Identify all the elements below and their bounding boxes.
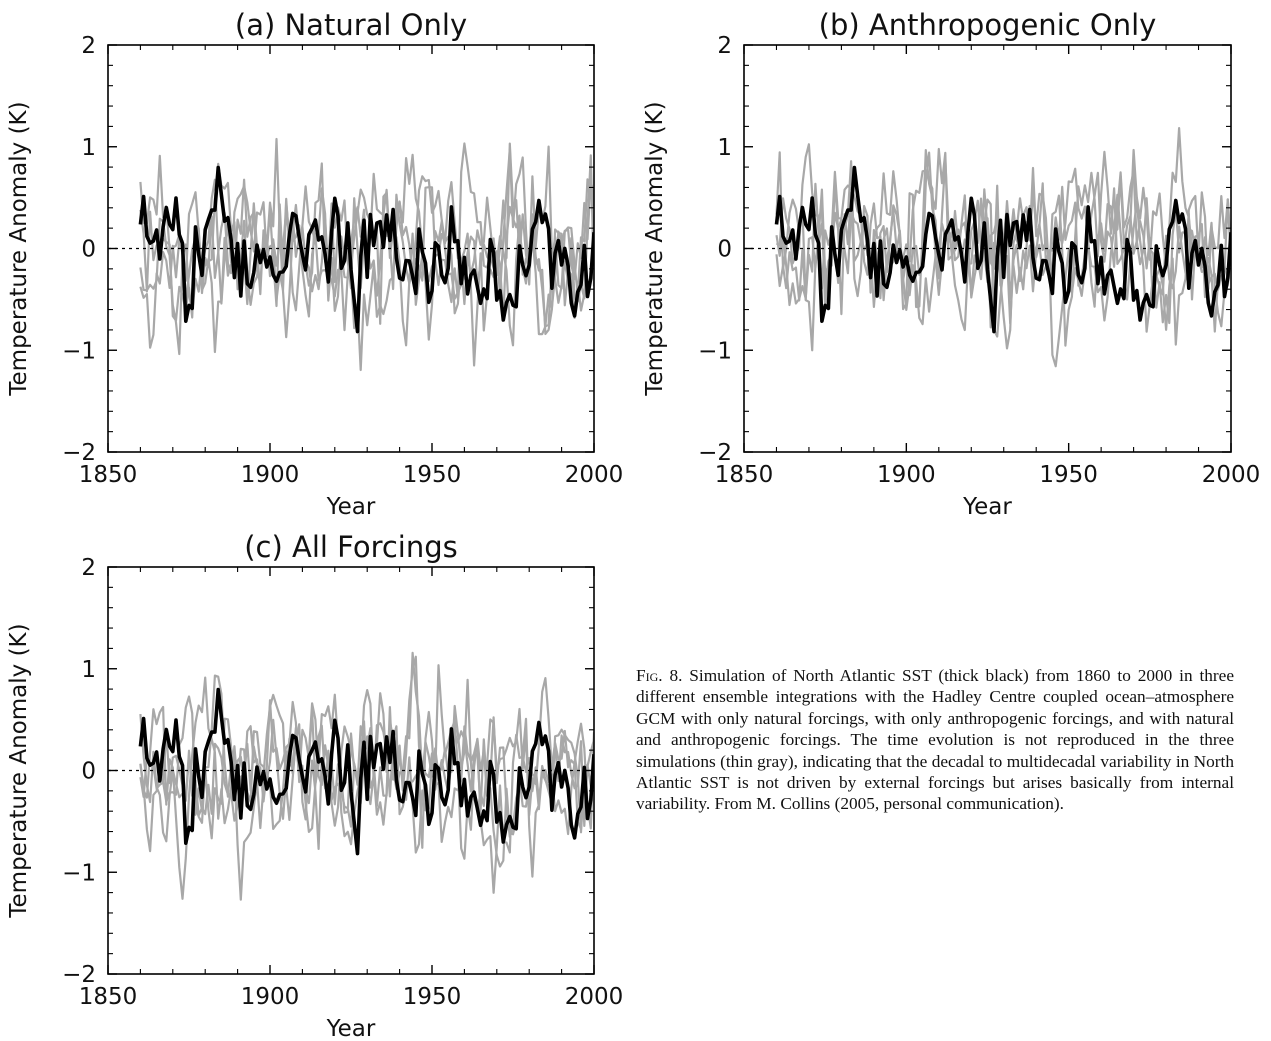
x-tick-label: 2000 <box>565 984 624 1010</box>
x-tick-label: 1850 <box>79 462 138 488</box>
x-tick-label: 1950 <box>403 462 462 488</box>
y-tick-label: 0 <box>81 237 96 263</box>
observed-series-line <box>138 687 594 856</box>
y-axis-label: Temperature Anomaly (K) <box>6 623 32 918</box>
y-tick-label: 1 <box>717 135 732 161</box>
x-tick-label: 1950 <box>1039 462 1098 488</box>
y-tick-label: −2 <box>698 440 732 466</box>
y-tick-label: −1 <box>62 338 96 364</box>
y-tick-label: −1 <box>62 860 96 886</box>
y-tick-label: 2 <box>81 33 96 59</box>
x-axis-label: Year <box>962 494 1012 520</box>
chart-panel-2: (c) All Forcings 1850 1900 1950 2000 −2 −1 0 1 2 Y… <box>6 530 623 1041</box>
x-tick-label: 1900 <box>241 984 300 1010</box>
chart-panel-0: (a) Natural Only 1850 1900 1950 2000 −2 −1 0 1 2 Y… <box>6 8 623 520</box>
x-axis-label: Year <box>326 494 376 520</box>
series-group <box>774 127 1231 368</box>
y-tick-label: 1 <box>81 135 96 161</box>
x-tick-label: 2000 <box>1202 462 1261 488</box>
x-tick-label: 1900 <box>241 462 300 488</box>
figure-caption: Fig. 8. Simulation of North Atlantic SST… <box>636 665 1234 815</box>
x-tick-label: 2000 <box>565 462 624 488</box>
y-tick-label: 1 <box>81 657 96 683</box>
observed-series-line <box>774 165 1231 334</box>
y-tick-label: −2 <box>62 962 96 988</box>
x-tick-label: 1850 <box>715 462 774 488</box>
y-tick-label: 0 <box>717 237 732 263</box>
x-tick-label: 1850 <box>79 984 138 1010</box>
series-group <box>138 137 594 372</box>
observed-series-line <box>138 165 594 334</box>
y-tick-label: 2 <box>717 33 732 59</box>
x-tick-label: 1900 <box>877 462 936 488</box>
chart-title: (a) Natural Only <box>235 8 467 42</box>
caption-label: Fig. 8. <box>636 666 683 685</box>
series-group <box>138 651 594 901</box>
chart-panel-1: (b) Anthropogenic Only 1850 1900 1950 2000 −2… <box>642 8 1260 520</box>
ensemble-series-line <box>139 655 594 901</box>
y-tick-label: 2 <box>81 555 96 581</box>
y-tick-label: −1 <box>698 338 732 364</box>
y-tick-label: −2 <box>62 440 96 466</box>
y-axis-label: Temperature Anomaly (K) <box>642 101 668 396</box>
chart-title: (c) All Forcings <box>244 530 458 564</box>
y-tick-label: 0 <box>81 759 96 785</box>
x-tick-label: 1950 <box>403 984 462 1010</box>
chart-title: (b) Anthropogenic Only <box>819 8 1157 42</box>
y-axis-label: Temperature Anomaly (K) <box>6 101 32 396</box>
x-axis-label: Year <box>326 1016 376 1041</box>
caption-text: Simulation of North Atlantic SST (thick … <box>636 666 1235 814</box>
